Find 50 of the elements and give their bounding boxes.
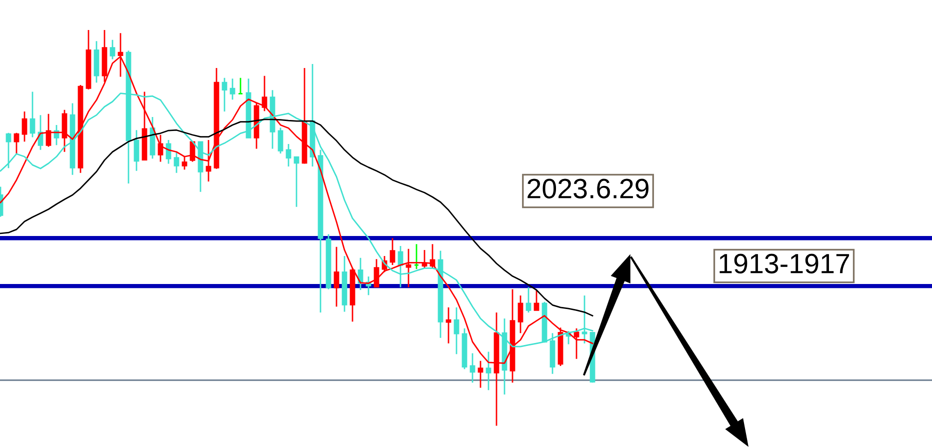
candlestick bbox=[478, 360, 484, 388]
annotation: 2023.6.29 bbox=[528, 178, 648, 198]
candlestick bbox=[158, 134, 164, 162]
candlestick bbox=[406, 248, 412, 288]
candlestick bbox=[46, 113, 52, 148]
candlestick bbox=[326, 233, 332, 290]
candlestick bbox=[38, 114, 44, 151]
candlestick bbox=[30, 91, 36, 138]
candlestick bbox=[94, 40, 100, 84]
candlestick bbox=[14, 132, 20, 154]
candlestick bbox=[350, 268, 356, 322]
candlestick bbox=[278, 127, 284, 154]
candlestick bbox=[86, 29, 92, 90]
candlestick bbox=[398, 245, 404, 288]
candlestick bbox=[454, 306, 460, 355]
candlestick bbox=[110, 39, 116, 60]
candlestick bbox=[142, 91, 148, 160]
candlestick bbox=[534, 289, 540, 311]
candlestick bbox=[134, 129, 140, 172]
candlestick bbox=[238, 77, 244, 95]
text: 1913-1917 bbox=[720, 254, 850, 274]
candlestick bbox=[446, 306, 452, 344]
candlestick bbox=[438, 250, 444, 339]
candlestick bbox=[342, 255, 348, 312]
candlestick bbox=[318, 149, 324, 314]
candlestick bbox=[22, 110, 28, 142]
candlestick bbox=[414, 243, 420, 270]
candlestick bbox=[518, 294, 524, 334]
candlestick bbox=[462, 328, 468, 370]
candlestick bbox=[574, 328, 580, 360]
candlestick bbox=[54, 124, 60, 146]
candlestick bbox=[526, 286, 532, 314]
candlestick bbox=[582, 294, 588, 344]
candlestick bbox=[302, 67, 308, 164]
candlestick bbox=[294, 156, 300, 208]
candlestick bbox=[390, 237, 396, 266]
candlestick bbox=[6, 132, 12, 169]
candlestick bbox=[262, 75, 268, 112]
candlestick bbox=[230, 78, 236, 100]
candlestick bbox=[206, 139, 212, 182]
candlestick bbox=[286, 143, 292, 168]
candlestick bbox=[334, 246, 340, 308]
candlestick bbox=[182, 156, 188, 170]
candlestick bbox=[62, 109, 68, 153]
candlestick bbox=[422, 249, 428, 269]
candlestick bbox=[470, 352, 476, 384]
candlestick bbox=[174, 151, 180, 174]
candlestick bbox=[222, 77, 228, 112]
candlestick bbox=[430, 243, 436, 269]
candlestick bbox=[486, 351, 492, 391]
